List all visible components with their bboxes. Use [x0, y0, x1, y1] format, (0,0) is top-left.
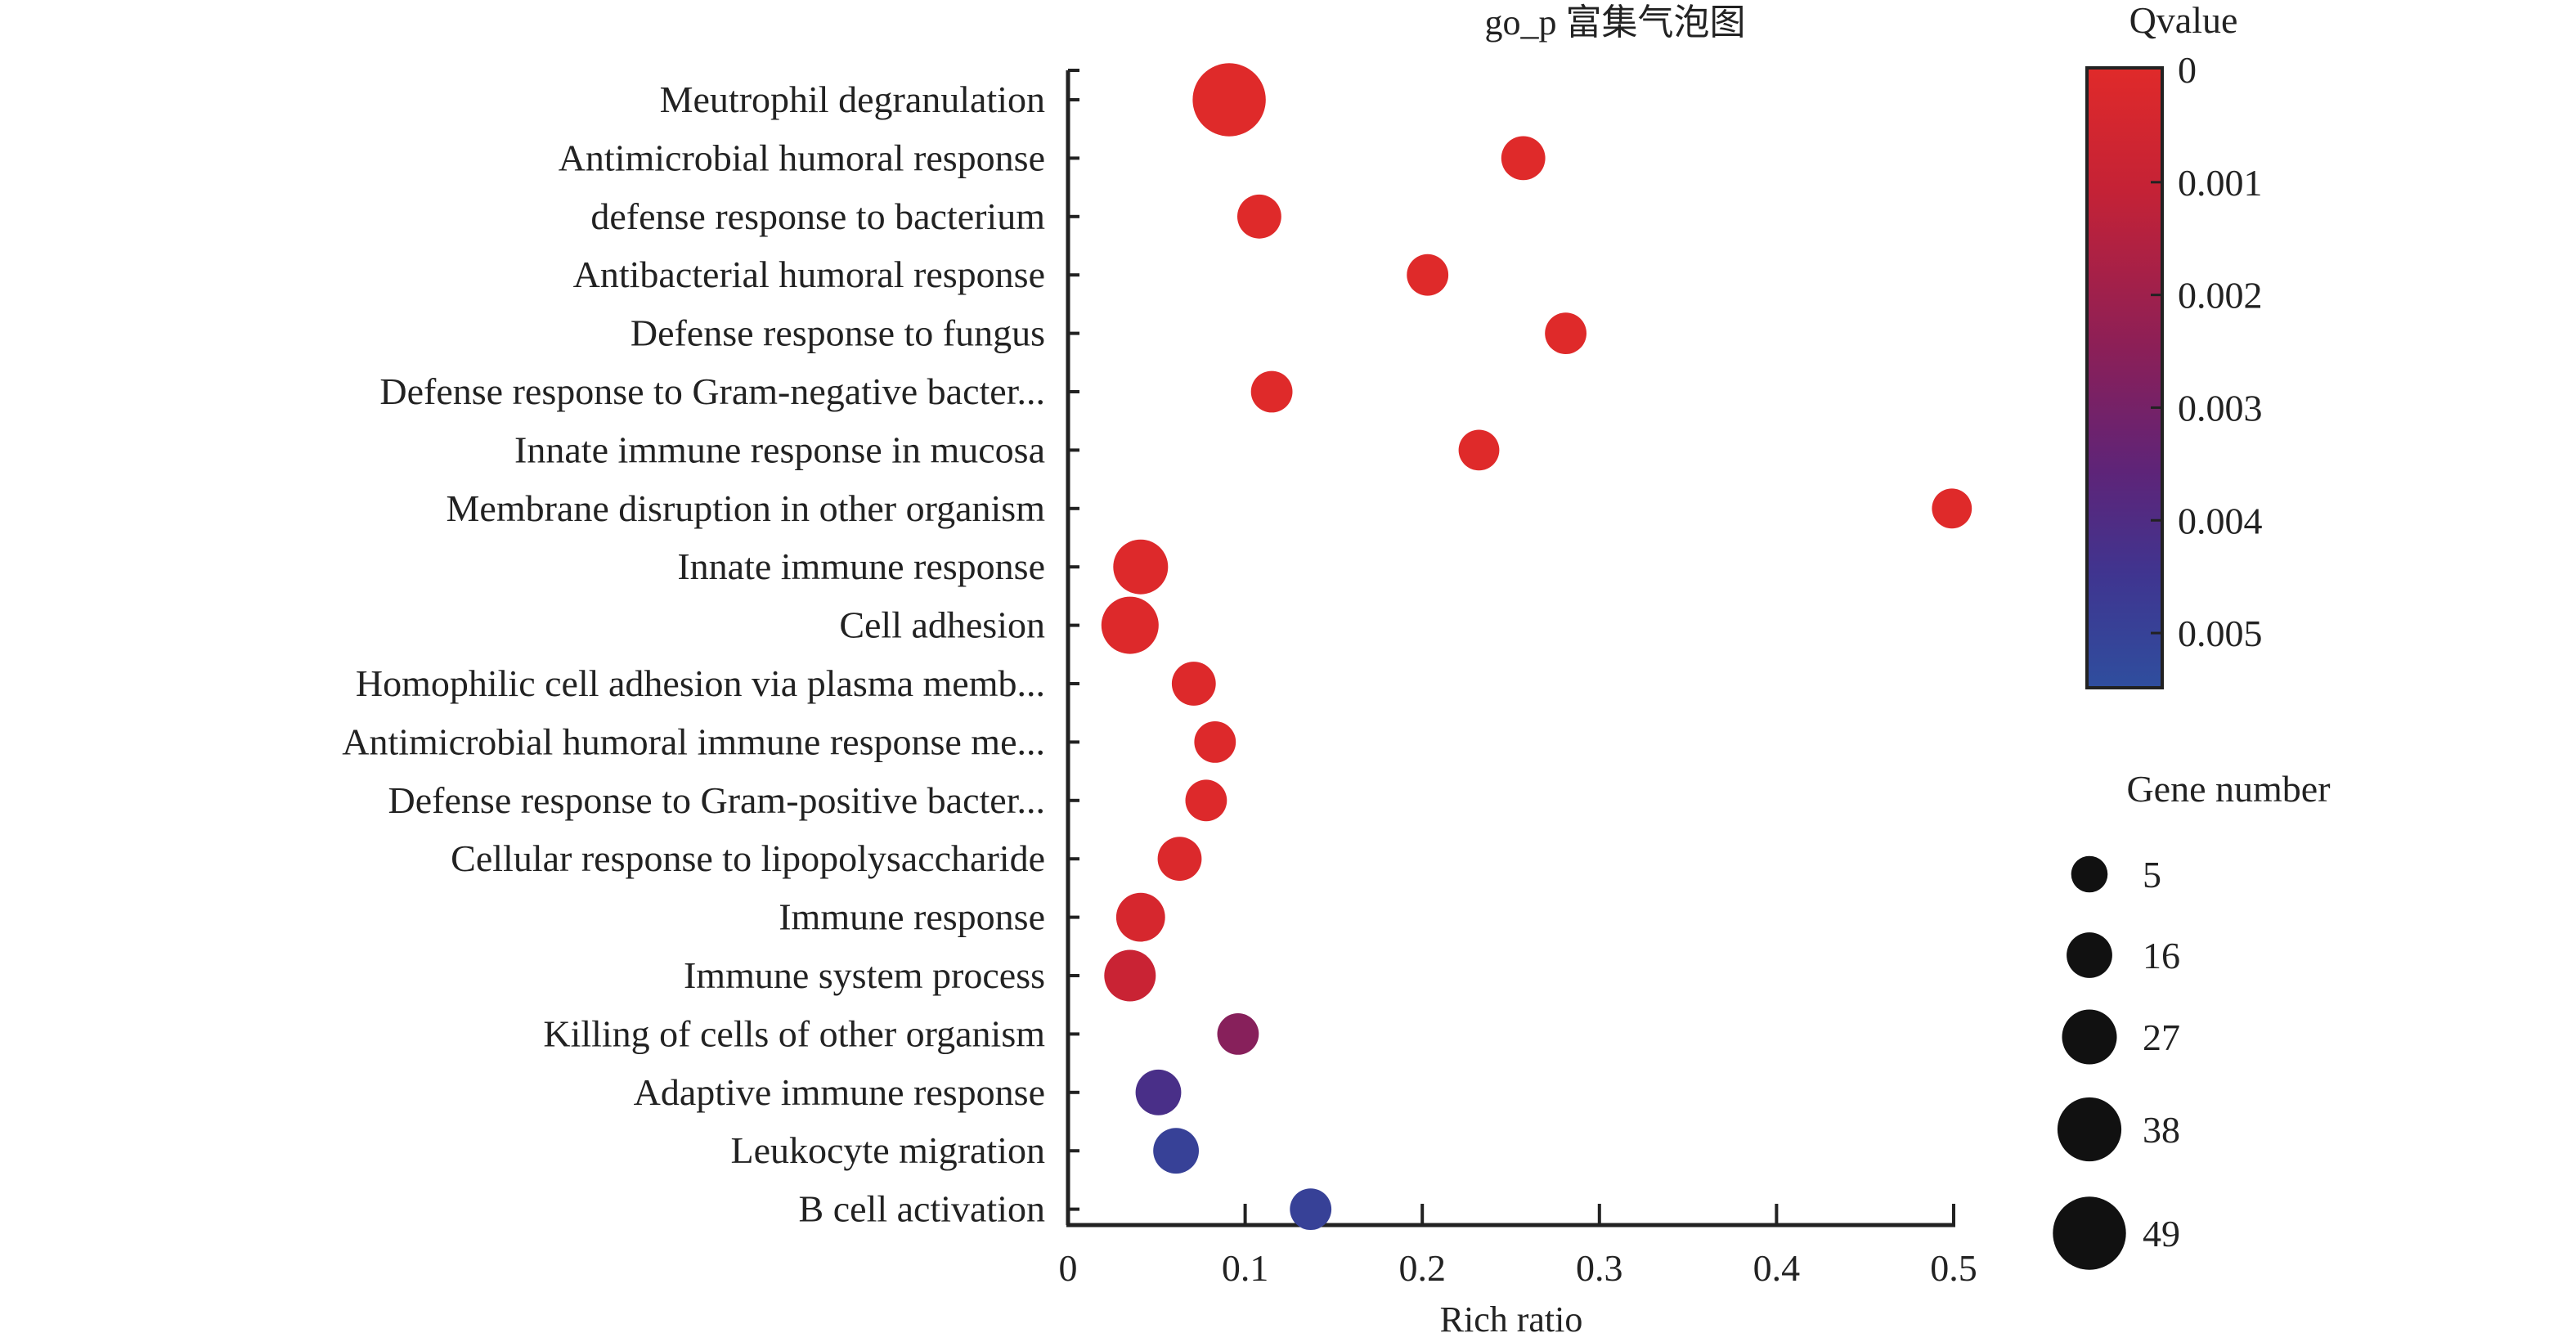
x-tick-label: 0.3	[1576, 1247, 1623, 1289]
colorbar-tick-label: 0.002	[2178, 275, 2263, 316]
bubble-point	[1101, 596, 1159, 654]
bubble-point	[1185, 779, 1227, 822]
colorbar-tick-label: 0.003	[2178, 387, 2263, 429]
colorbar-tick-label: 0.005	[2178, 613, 2263, 654]
y-tick-label: Immune response	[779, 896, 1045, 938]
size-legend-marker	[2062, 1009, 2117, 1065]
x-axis-title: Rich ratio	[1440, 1299, 1583, 1333]
y-tick-label: Membrane disruption in other organism	[447, 487, 1046, 529]
bubble-point	[1113, 539, 1169, 595]
size-legend-label: 16	[2143, 935, 2180, 976]
bubble-point	[1135, 1069, 1182, 1115]
bubble-point	[1237, 194, 1281, 239]
bubble-point	[1290, 1188, 1332, 1230]
size-legend-marker	[2067, 932, 2112, 978]
size-legend-marker	[2057, 1097, 2122, 1162]
x-tick-label: 0.1	[1222, 1247, 1269, 1289]
y-tick-label: Innate immune response in mucosa	[514, 429, 1045, 470]
axes	[1066, 69, 1955, 1228]
bubble-point	[1458, 429, 1500, 471]
x-axis-labels: 0 0.1 0.2 0.3 0.4 0.5	[1059, 1247, 1977, 1289]
y-tick-label: Leukocyte migration	[731, 1129, 1046, 1171]
color-legend: Qvalue 0 0.001 0.002 0.003 0.004 0.005	[2085, 0, 2263, 689]
chart-title: go_p 富集气泡图	[1485, 2, 1746, 43]
size-legend-label: 38	[2143, 1109, 2180, 1151]
y-tick-label: Innate immune response	[677, 545, 1045, 587]
bubble-point	[1932, 488, 1972, 529]
y-tick-label: Immune system process	[684, 954, 1045, 996]
y-tick-label: Cell adhesion	[839, 604, 1045, 646]
x-tick-label: 0	[1059, 1247, 1078, 1289]
x-tick-label: 0.5	[1930, 1247, 1977, 1289]
size-legend-label: 49	[2143, 1213, 2180, 1254]
color-legend-title: Qvalue	[2129, 0, 2238, 41]
y-tick-label: Antimicrobial humoral response	[559, 137, 1045, 178]
x-tick-label: 0.4	[1753, 1247, 1801, 1289]
y-tick-label: Defense response to Gram-positive bacter…	[388, 779, 1045, 821]
bubble-point	[1194, 721, 1236, 763]
bubble-point	[1501, 136, 1546, 181]
y-tick-label: Antibacterial humoral response	[573, 254, 1045, 295]
colorbar-tick-label: 0.004	[2178, 500, 2263, 541]
colorbar-tick-label: 0	[2178, 49, 2197, 91]
y-tick-label: defense response to bacterium	[590, 195, 1045, 237]
bubble-point	[1115, 892, 1165, 942]
bubble-point	[1153, 1128, 1199, 1174]
size-legend-title: Gene number	[2126, 768, 2330, 810]
y-tick-label: Cellular response to lipopolysaccharide	[451, 837, 1045, 879]
y-tick-label: Antimicrobial humoral immune response me…	[342, 720, 1045, 762]
bubble-point	[1192, 63, 1266, 137]
y-tick-label: Killing of cells of other organism	[543, 1012, 1045, 1054]
bubble-point	[1217, 1013, 1259, 1055]
size-legend-label: 27	[2143, 1017, 2180, 1058]
y-tick-label: Meutrophil degranulation	[660, 79, 1045, 120]
size-legend-label: 5	[2143, 854, 2161, 895]
y-axis-labels: Meutrophil degranulation Antimicrobial hu…	[342, 79, 1045, 1230]
bubble-point	[1407, 254, 1449, 296]
y-tick-label: Defense response to fungus	[631, 312, 1045, 354]
bubbles	[1101, 63, 1972, 1230]
size-legend-marker	[2053, 1196, 2126, 1270]
bubble-point	[1171, 662, 1216, 706]
colorbar-tick-label: 0.001	[2178, 162, 2263, 204]
colorbar	[2085, 66, 2164, 689]
bubble-point	[1545, 312, 1586, 354]
size-legend: Gene number 5 16 27 38 49	[2053, 768, 2331, 1270]
bubble-point	[1104, 949, 1156, 1002]
y-tick-label: B cell activation	[799, 1188, 1045, 1230]
bubble-point	[1250, 370, 1293, 413]
size-legend-marker	[2071, 855, 2108, 893]
x-tick-label: 0.2	[1398, 1247, 1446, 1289]
bubble-point	[1157, 837, 1202, 882]
y-tick-label: Defense response to Gram-negative bacter…	[379, 370, 1045, 412]
y-tick-label: Homophilic cell adhesion via plasma memb…	[356, 662, 1045, 704]
y-tick-label: Adaptive immune response	[634, 1071, 1045, 1113]
